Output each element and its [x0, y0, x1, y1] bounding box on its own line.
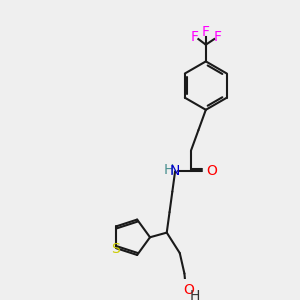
Text: F: F: [202, 25, 210, 39]
Text: S: S: [111, 242, 120, 256]
Text: H: H: [190, 289, 200, 300]
Text: O: O: [206, 164, 217, 178]
Text: F: F: [191, 30, 199, 44]
Text: O: O: [184, 283, 194, 297]
Text: N: N: [170, 164, 180, 178]
Text: F: F: [214, 30, 222, 44]
Text: H: H: [164, 163, 174, 177]
